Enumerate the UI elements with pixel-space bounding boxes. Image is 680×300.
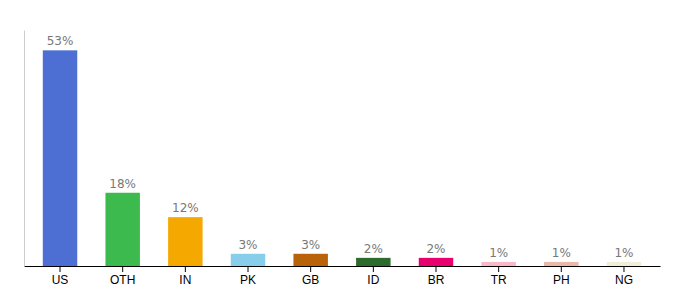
data-label: 12% <box>172 201 199 215</box>
x-tick: ID <box>367 266 379 287</box>
data-labels: 53% 18% 12% 3% 3% 2% 2% 1% 1% 1% <box>47 34 634 260</box>
bar <box>105 193 139 266</box>
bar <box>231 254 265 266</box>
x-tick: OTH <box>110 266 135 287</box>
x-tick: GB <box>302 266 319 287</box>
x-tick-mark <box>60 266 61 272</box>
bar <box>293 254 327 266</box>
data-label: 3% <box>238 238 257 252</box>
x-tick-mark <box>561 266 562 272</box>
x-tick-mark <box>373 266 374 272</box>
x-tick-label: PH <box>553 273 570 287</box>
x-tick-mark <box>310 266 311 272</box>
y-axis-line <box>24 31 25 267</box>
x-tick-mark <box>435 266 436 272</box>
data-label: 1% <box>614 246 633 260</box>
data-label: 53% <box>47 34 74 48</box>
x-tick-label: GB <box>302 273 319 287</box>
data-label: 1% <box>552 246 571 260</box>
data-label: 3% <box>301 238 320 252</box>
x-tick-label: OTH <box>110 273 135 287</box>
bar <box>607 262 641 266</box>
x-tick: PH <box>553 266 570 287</box>
x-axis: US OTH IN PK GB ID BR TR PH NG <box>25 266 661 287</box>
x-tick: TR <box>491 266 507 287</box>
x-tick-mark <box>248 266 249 272</box>
bar <box>419 258 453 266</box>
bar <box>481 262 515 266</box>
x-tick-mark <box>122 266 123 272</box>
x-tick: US <box>52 266 69 287</box>
x-tick-label: US <box>52 273 69 287</box>
bar <box>168 217 202 266</box>
x-tick-label: BR <box>428 273 445 287</box>
bar <box>544 262 578 266</box>
y-axis <box>24 31 25 267</box>
x-tick: IN <box>179 266 191 287</box>
data-label: 1% <box>489 246 508 260</box>
x-tick: PK <box>240 266 256 287</box>
x-tick-label: IN <box>179 273 191 287</box>
x-tick: BR <box>428 266 445 287</box>
x-tick: NG <box>615 266 633 287</box>
x-tick-mark <box>623 266 624 272</box>
bar <box>356 258 390 266</box>
data-label: 2% <box>364 242 383 256</box>
data-label: 18% <box>109 177 136 191</box>
bar <box>43 50 77 266</box>
x-axis-line <box>25 266 661 267</box>
x-tick-label: PK <box>240 273 256 287</box>
chart: US OTH IN PK GB ID BR TR PH NG 53% 18% 12% 3% 3% 2% 2% 1%… <box>0 0 680 300</box>
bars <box>43 50 641 266</box>
x-tick-label: TR <box>491 273 507 287</box>
data-label: 2% <box>426 242 445 256</box>
x-tick-label: ID <box>367 273 379 287</box>
x-tick-mark <box>498 266 499 272</box>
plot: US OTH IN PK GB ID BR TR PH NG 53% 18% 12% 3% 3% 2% 2% 1%… <box>25 31 661 287</box>
x-tick-mark <box>185 266 186 272</box>
x-tick-label: NG <box>615 273 633 287</box>
